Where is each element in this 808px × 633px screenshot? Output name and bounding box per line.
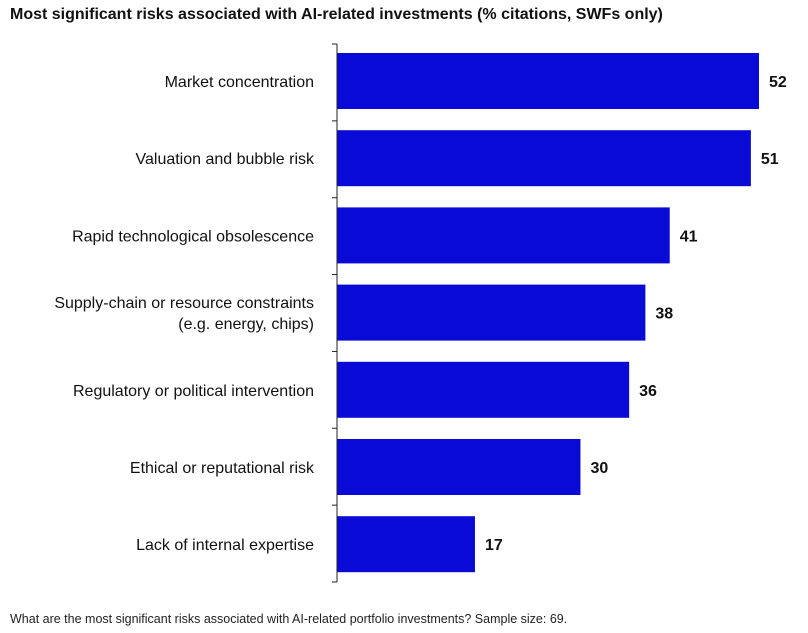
- category-label: Valuation and bubble risk: [136, 151, 315, 168]
- category-label: Lack of internal expertise: [136, 537, 314, 554]
- chart-title: Most significant risks associated with A…: [10, 6, 663, 23]
- bar-chart: 52 Market concentration 51 Valuation and bu…: [54, 43, 787, 583]
- data-label: 36: [639, 383, 657, 400]
- bar: [337, 130, 751, 187]
- data-label: 51: [761, 151, 779, 168]
- bar: [337, 439, 581, 495]
- category-label: Rapid technological obsolescence: [72, 228, 314, 245]
- category-label: Supply-chain or resource constraints: [54, 295, 314, 312]
- category-label: Market concentration: [165, 74, 314, 91]
- data-label: 38: [655, 306, 673, 323]
- bar: [337, 516, 475, 573]
- data-label: 41: [680, 228, 698, 245]
- data-label: 17: [485, 537, 503, 554]
- category-label: Ethical or reputational risk: [130, 460, 315, 477]
- category-label: Regulatory or political intervention: [73, 383, 314, 400]
- bar: [337, 284, 646, 341]
- data-label: 30: [590, 460, 608, 477]
- bar: [337, 207, 670, 264]
- footnote: What are the most significant risks asso…: [10, 612, 568, 626]
- data-label: 52: [769, 74, 787, 91]
- bar: [337, 361, 630, 418]
- bar: [337, 53, 759, 109]
- category-label: (e.g. energy, chips): [178, 316, 314, 333]
